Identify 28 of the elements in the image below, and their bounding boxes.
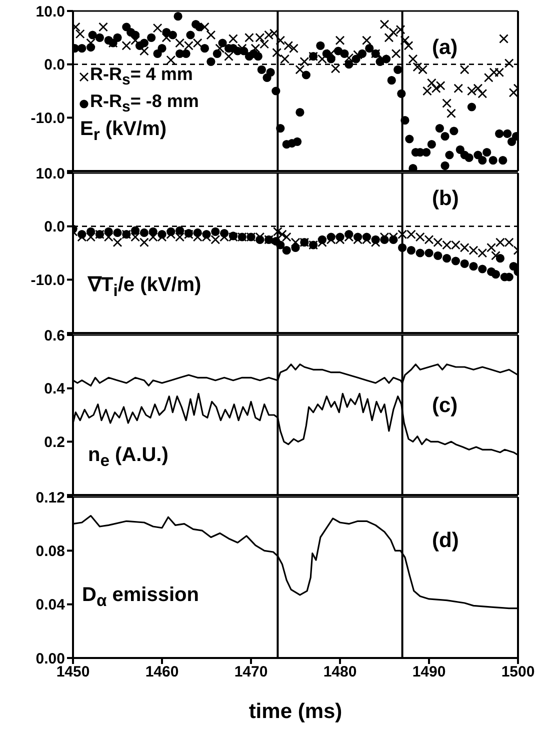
annotation: E$_{r}$ (kV/m) <box>80 118 167 145</box>
x-tick-label: 1460 <box>145 664 179 681</box>
x-axis-title: time (ms) <box>248 700 342 723</box>
annotation: n$_{e}$ (A.U.) <box>88 444 168 471</box>
annotation: D$_{α}$ emission <box>82 584 199 611</box>
y-tick-label: 0.0 <box>44 218 65 236</box>
x-tick-label: 1470 <box>234 664 268 681</box>
legend-label: R-R$_{s}$= -8 mm <box>90 90 199 118</box>
y-tick-label: 0.4 <box>44 380 66 398</box>
y-tick-label: 0.08 <box>36 542 65 560</box>
y-tick-label: -10.0 <box>30 110 65 127</box>
y-tick-label: 0.12 <box>36 489 65 506</box>
x-tick-label: 1490 <box>412 664 446 681</box>
annotation: (a) <box>432 36 458 60</box>
annotation: (b) <box>432 187 459 211</box>
legend-label: R-R$_{s}$= 4 mm <box>90 64 193 91</box>
y-tick-label: 10.0 <box>36 3 65 20</box>
y-tick-label: -10.0 <box>30 272 65 289</box>
x-tick-label: 1480 <box>323 664 357 681</box>
y-tick-label: 0.04 <box>36 596 66 614</box>
x-tick-label: 1500 <box>501 664 535 681</box>
y-tick-label: 0.0 <box>44 56 65 74</box>
y-tick-label: 0.2 <box>44 434 65 451</box>
y-tick-label: 10.0 <box>36 165 65 182</box>
annotation: (c) <box>432 394 458 418</box>
annotation: (d) <box>432 529 459 553</box>
annotation: ∇T$_{i}$/e (kV/m) <box>88 273 202 301</box>
y-tick-label: 0.6 <box>44 327 65 344</box>
